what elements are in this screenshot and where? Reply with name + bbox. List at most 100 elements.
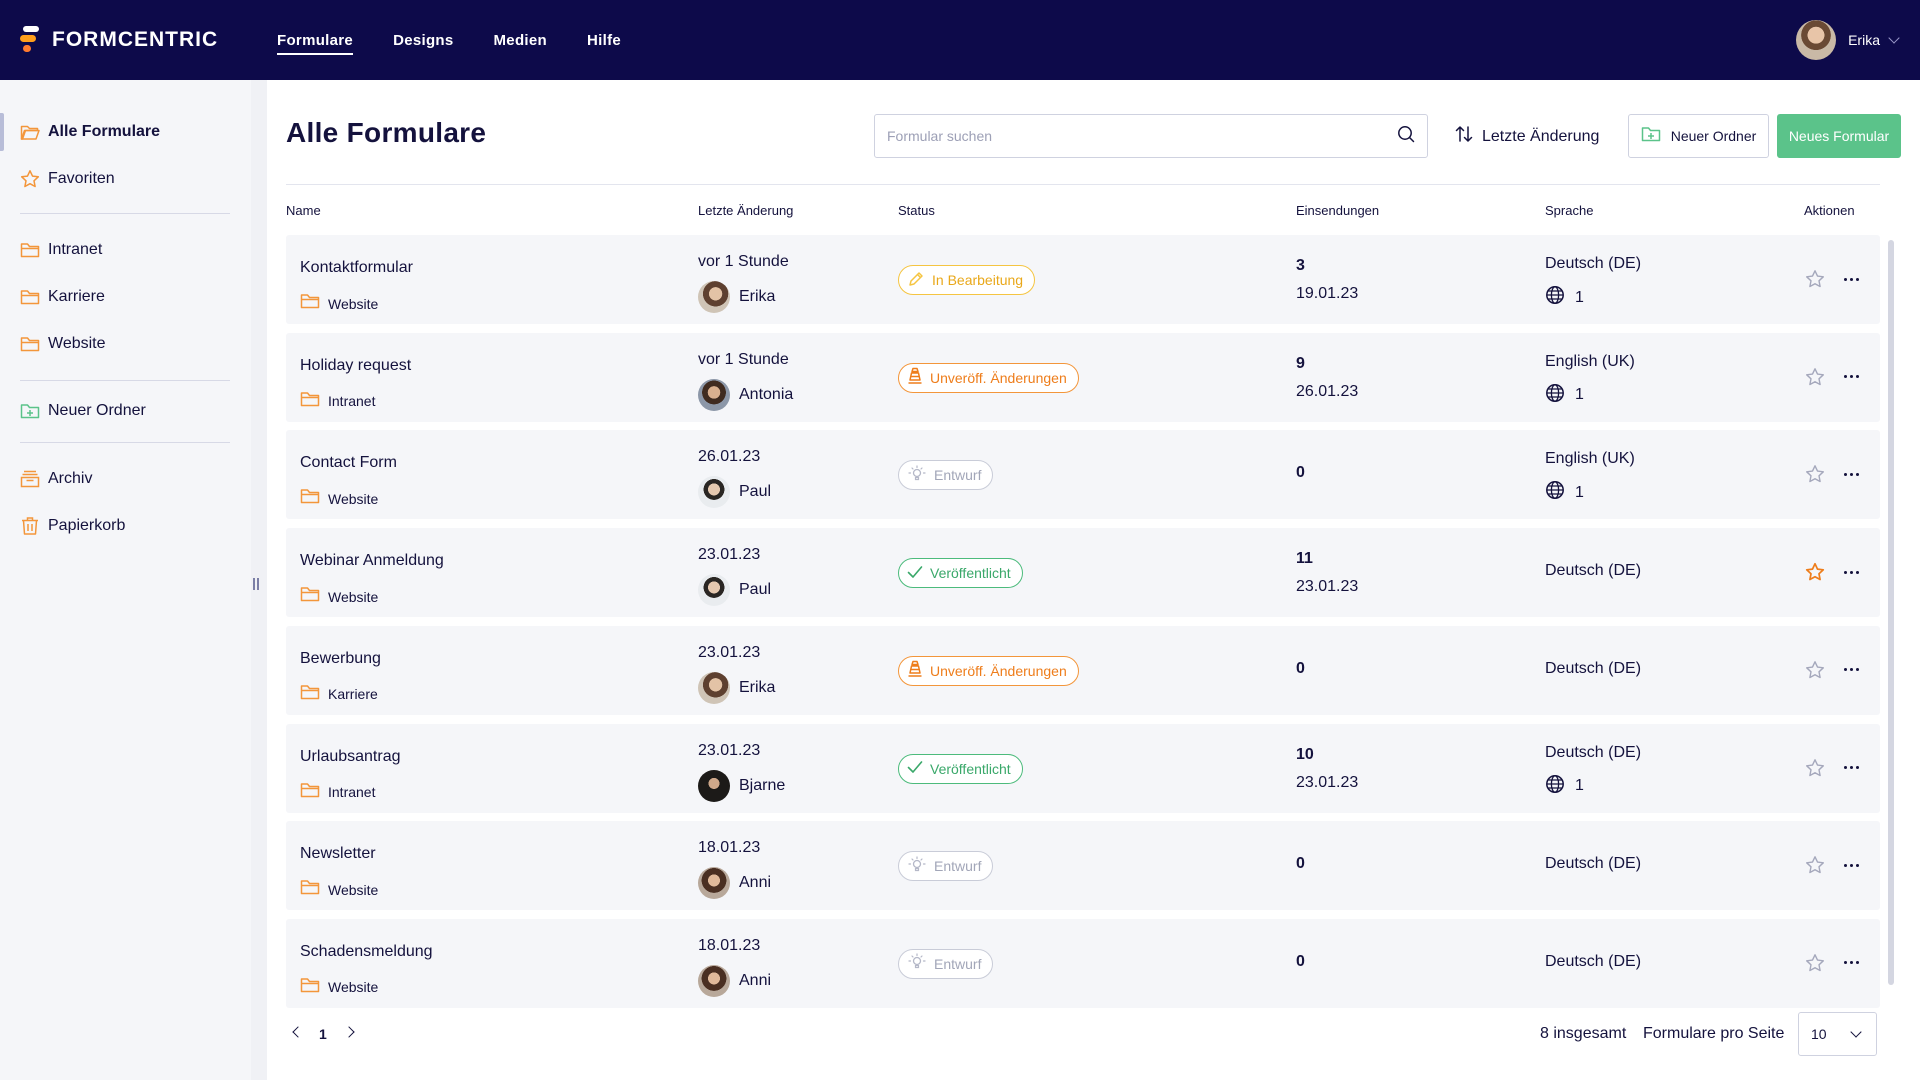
more-actions-icon[interactable] [1844, 660, 1859, 680]
form-name[interactable]: Holiday request [300, 356, 412, 374]
sidebar-item-papierkorb[interactable]: Papierkorb [20, 514, 125, 538]
column-header-language[interactable]: Sprache [1545, 203, 1594, 218]
form-folder[interactable]: Website [300, 487, 378, 510]
lightbulb-icon [907, 856, 927, 877]
form-folder[interactable]: Website [300, 585, 378, 608]
sidebar-item-website[interactable]: Website [20, 332, 106, 356]
lightbulb-icon [907, 953, 927, 974]
form-folder[interactable]: Website [300, 292, 378, 315]
sidebar-item-label: Alle Formulare [48, 123, 161, 140]
translations[interactable]: 1 [1545, 285, 1584, 310]
translations[interactable]: 1 [1545, 383, 1584, 408]
avatar [698, 671, 730, 704]
more-actions-icon[interactable] [1844, 367, 1859, 387]
star-icon [20, 169, 40, 189]
form-name[interactable]: Newsletter [300, 845, 376, 863]
search-box[interactable] [874, 114, 1428, 158]
sidebar-item-favoriten[interactable]: Favoriten [20, 167, 115, 191]
sidebar-item-karriere[interactable]: Karriere [20, 285, 105, 309]
table-row[interactable]: Newsletter Website 18.01.23 Anni Entwurf 0 Deu… [286, 821, 1880, 911]
nav-medien[interactable]: Medien [493, 31, 547, 49]
more-actions-icon[interactable] [1844, 464, 1859, 484]
favorite-star-icon[interactable] [1805, 269, 1825, 294]
sidebar-item-neuer-ordner[interactable]: Neuer Ordner [20, 399, 146, 423]
sort-button[interactable]: Letzte Änderung [1454, 124, 1599, 149]
sidebar-item-intranet[interactable]: Intranet [20, 238, 102, 262]
translation-count: 1 [1575, 386, 1584, 404]
column-header-last-modified[interactable]: Letzte Änderung [698, 203, 794, 218]
more-actions-icon[interactable] [1844, 758, 1859, 778]
new-form-button[interactable]: Neues Formular [1777, 114, 1901, 158]
last-modified-date: vor 1 Stunde [698, 350, 789, 368]
more-actions-icon[interactable] [1844, 855, 1859, 875]
table-row[interactable]: Bewerbung Karriere 23.01.23 Erika Unveröff. … [286, 625, 1880, 715]
editor-name: Paul [739, 483, 772, 501]
editor-name: Anni [739, 874, 772, 892]
folder-icon [20, 334, 40, 354]
form-folder[interactable]: Website [300, 878, 378, 901]
scrollbar[interactable] [1888, 240, 1894, 985]
favorite-star-icon[interactable] [1805, 855, 1825, 880]
user-menu[interactable]: Erika [1796, 20, 1900, 60]
form-name[interactable]: Bewerbung [300, 649, 381, 667]
form-folder[interactable]: Intranet [300, 781, 375, 804]
last-modified-date: 26.01.23 [698, 448, 761, 466]
table-row[interactable]: Schadensmeldung Website 18.01.23 Anni Entwur… [286, 918, 1880, 1008]
favorite-star-icon[interactable] [1805, 562, 1825, 587]
next-page-button[interactable] [343, 1026, 355, 1038]
form-folder[interactable]: Karriere [300, 683, 378, 706]
logo[interactable]: FORMCENTRIC [20, 26, 277, 54]
status-badge: Veröffentlicht [898, 753, 1023, 784]
column-header-status[interactable]: Status [898, 203, 935, 218]
form-name[interactable]: Contact Form [300, 454, 397, 472]
column-header-name[interactable]: Name [286, 203, 321, 218]
nav-formulare[interactable]: Formulare [277, 31, 354, 55]
sidebar-item-archiv[interactable]: Archiv [20, 467, 92, 491]
form-folder[interactable]: Website [300, 976, 378, 999]
folder-icon [300, 292, 320, 315]
new-folder-label: Neuer Ordner [1670, 128, 1757, 144]
nav-hilfe[interactable]: Hilfe [587, 31, 622, 49]
favorite-star-icon[interactable] [1805, 660, 1825, 685]
submission-count: 3 [1296, 257, 1305, 274]
table-row[interactable]: Kontaktformular Website vor 1 Stunde Erika I… [286, 235, 1880, 324]
form-name[interactable]: Urlaubsantrag [300, 747, 401, 765]
translations[interactable]: 1 [1545, 774, 1584, 799]
table-row[interactable]: Webinar Anmeldung Website 23.01.23 Paul Verö… [286, 528, 1880, 618]
status-badge: Entwurf [898, 460, 994, 491]
column-header-submissions[interactable]: Einsendungen [1296, 203, 1380, 218]
table-row[interactable]: Urlaubsantrag Intranet 23.01.23 Bjarne Veröf… [286, 723, 1880, 813]
form-name[interactable]: Kontaktformular [300, 259, 413, 276]
previous-page-button[interactable] [292, 1026, 304, 1038]
form-name[interactable]: Schadensmeldung [300, 942, 433, 960]
sort-icon [1454, 124, 1474, 149]
search-icon[interactable] [1397, 125, 1415, 148]
total-count: 8 insgesamt [1540, 1025, 1627, 1042]
page-number[interactable]: 1 [319, 1026, 327, 1042]
favorite-star-icon[interactable] [1805, 758, 1825, 783]
more-actions-icon[interactable] [1844, 953, 1859, 973]
editor-name: Anni [739, 971, 772, 989]
table-row[interactable]: Contact Form Website 26.01.23 Paul Entwurf 0 E… [286, 430, 1880, 520]
favorite-star-icon[interactable] [1805, 367, 1825, 392]
folder-icon [300, 390, 320, 413]
editor-name: Paul [739, 581, 772, 599]
table-row[interactable]: Holiday request Intranet vor 1 Stunde Anton… [286, 332, 1880, 422]
folder-icon [20, 240, 40, 260]
more-actions-icon[interactable] [1844, 562, 1859, 582]
form-name[interactable]: Webinar Anmeldung [300, 552, 444, 570]
archive-icon [20, 469, 40, 489]
sidebar-item-alle-formulare[interactable]: Alle Formulare [20, 120, 160, 144]
search-input[interactable] [887, 128, 1397, 144]
more-actions-icon[interactable] [1844, 269, 1859, 289]
sidebar-item-label: Favoriten [48, 170, 115, 187]
nav-designs[interactable]: Designs [393, 31, 454, 49]
sidebar-resize-handle[interactable] [253, 578, 263, 594]
translations[interactable]: 1 [1545, 480, 1584, 505]
new-folder-button[interactable]: Neuer Ordner [1628, 114, 1769, 158]
form-folder[interactable]: Intranet [300, 390, 375, 413]
favorite-star-icon[interactable] [1805, 464, 1825, 489]
favorite-star-icon[interactable] [1805, 953, 1825, 978]
per-page-select[interactable]: 10 [1798, 1012, 1877, 1056]
sidebar: Alle Formulare Favoriten Intranet Karrie… [0, 80, 251, 1080]
